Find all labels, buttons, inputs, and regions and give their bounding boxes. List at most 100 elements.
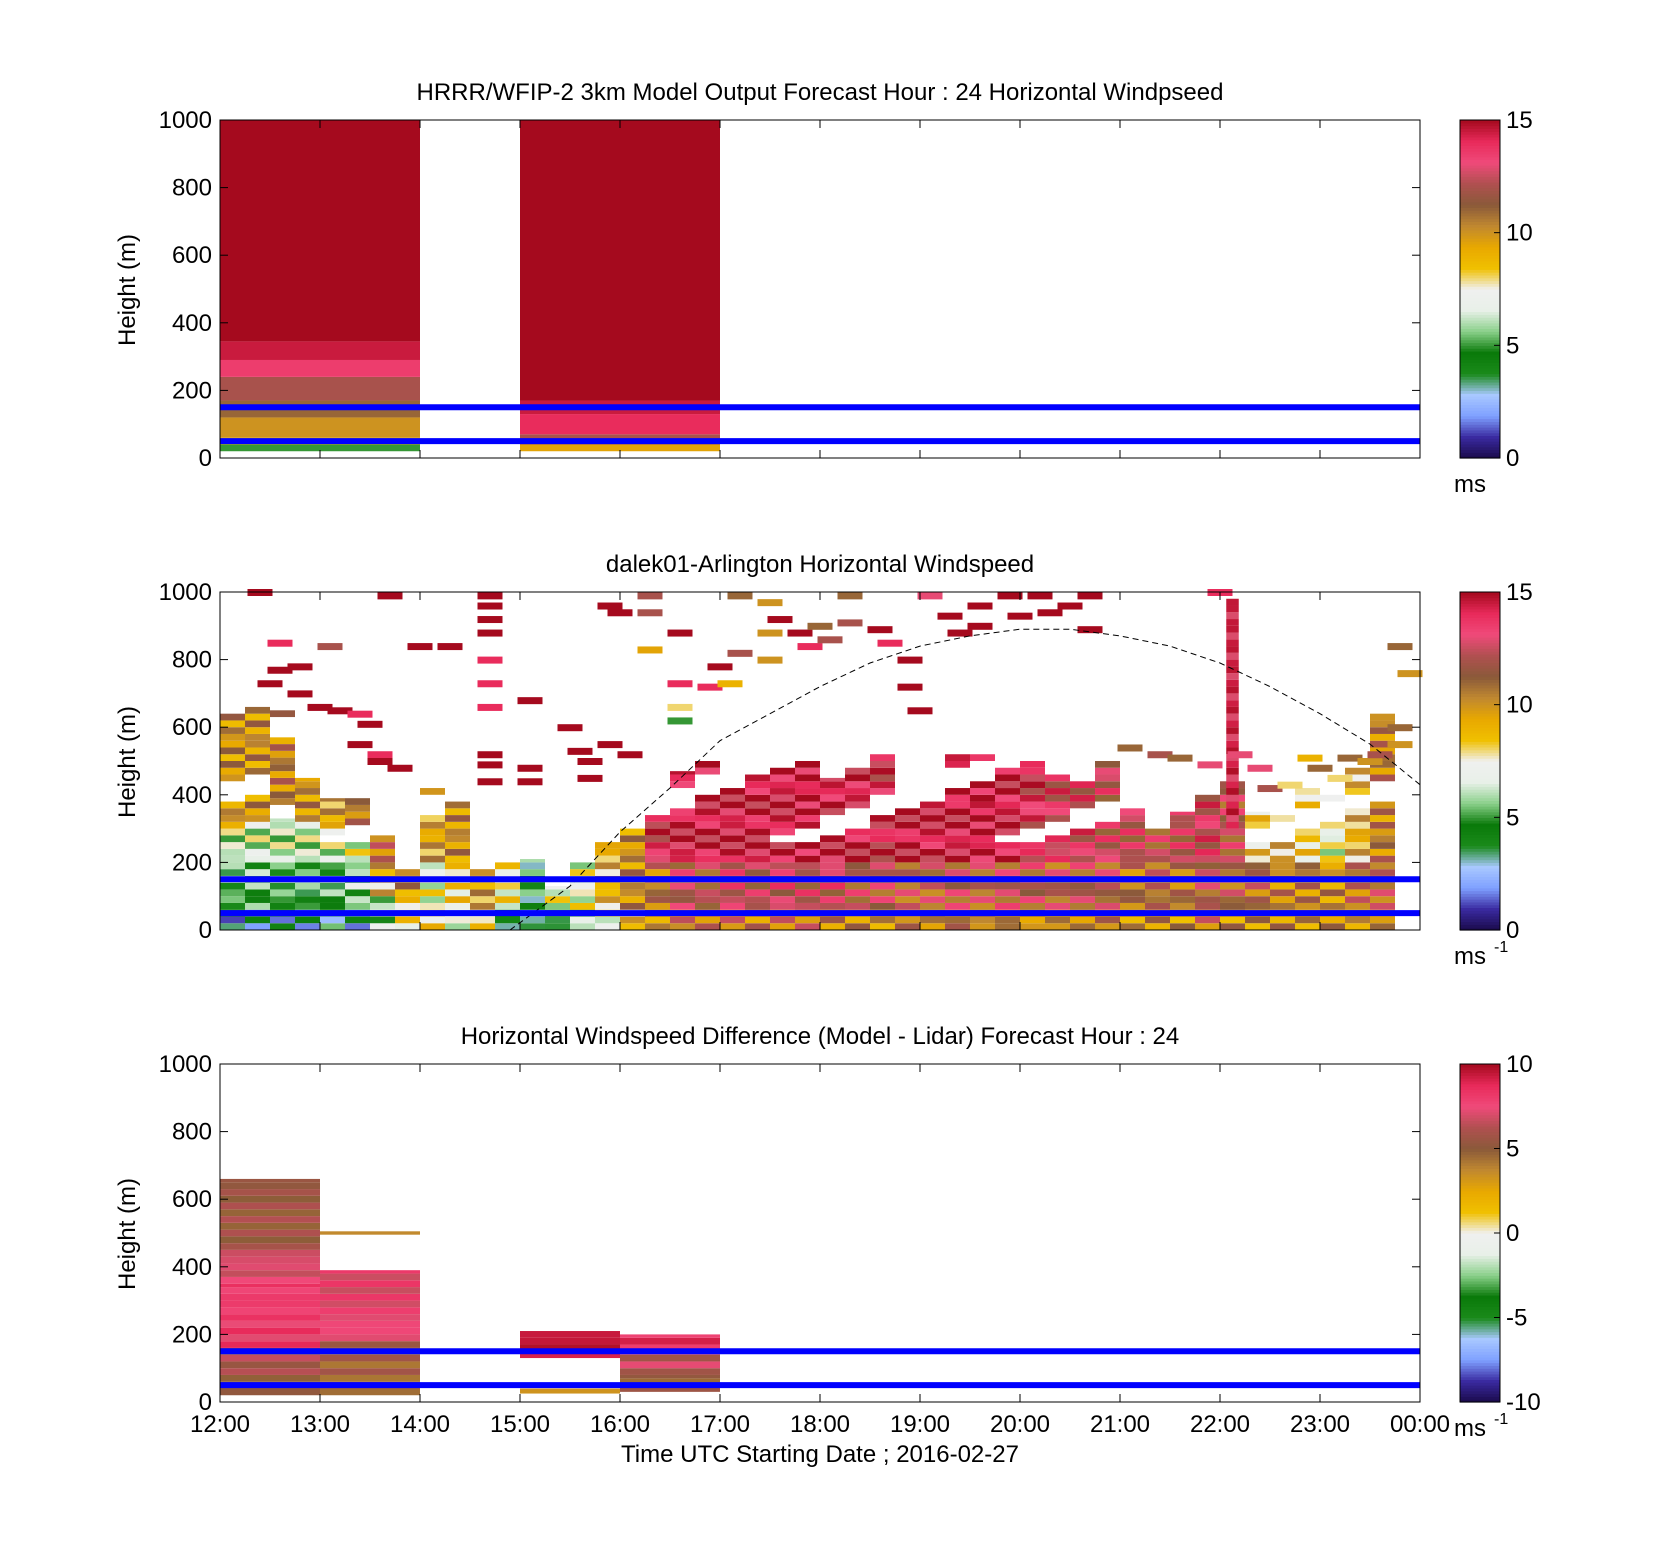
colorbar-segment — [1460, 415, 1500, 420]
colorbar-segment — [1460, 676, 1500, 680]
lidar-cell — [1345, 815, 1370, 822]
colorbar-segment — [1460, 274, 1500, 279]
lidar-cell — [1220, 862, 1245, 870]
colorbar-segment — [1460, 803, 1500, 807]
lidar-cell — [1070, 889, 1095, 897]
lidar-cell — [920, 923, 945, 930]
colorbar-segment — [1460, 336, 1500, 341]
lidar-cell — [870, 869, 895, 876]
colorbar-segment — [1460, 421, 1500, 425]
lidar-sparse-return — [1037, 609, 1063, 617]
model-plot-area: 0 200 400 600 800 1000 — [159, 107, 1421, 472]
lidar-cell — [1195, 889, 1220, 897]
lidar-sparse-return — [967, 622, 993, 630]
lidar-cell — [1070, 788, 1095, 795]
lidar-cell — [295, 882, 320, 890]
lidar-cell — [1070, 848, 1095, 856]
lidar-cell — [420, 815, 445, 822]
lidar-cell — [1070, 835, 1095, 843]
colorbar-segment — [1460, 848, 1500, 852]
difference-panel-title: Horizontal Windspeed Difference (Model -… — [461, 1023, 1180, 1050]
colorbar-segment — [1460, 1196, 1500, 1200]
lidar-cell — [595, 902, 620, 910]
colorbar-segment — [1460, 1103, 1500, 1107]
colorbar-segment — [1460, 600, 1500, 604]
lidar-cell — [845, 923, 870, 930]
lidar-cell — [1045, 781, 1070, 789]
lidar-cell — [1320, 828, 1345, 836]
colorbar-segment — [1460, 1235, 1500, 1240]
lidar-cell — [645, 821, 670, 829]
lidar-cell — [995, 808, 1020, 816]
lidar-cell — [920, 808, 945, 816]
lidar-cell — [1095, 821, 1120, 829]
lidar-cell — [1070, 855, 1095, 863]
lidar-cell — [245, 767, 270, 775]
lidar-cell — [320, 902, 345, 910]
lidar-cell — [1195, 794, 1220, 802]
colorbar-segment — [1460, 1142, 1500, 1147]
difference-cell — [220, 1368, 320, 1375]
lidar-cell — [1226, 733, 1239, 741]
lidar-cell — [720, 828, 745, 836]
lidar-cell — [1170, 835, 1195, 843]
lidar-sparse-return — [597, 602, 623, 610]
lidar-cell — [970, 916, 995, 924]
lidar-cell — [1270, 869, 1295, 876]
colorbar-segment — [1460, 637, 1500, 641]
lidar-cell — [295, 828, 320, 836]
x-tick-label: 14:00 — [390, 1411, 450, 1438]
lidar-sparse-return — [517, 764, 543, 772]
lidar-sparse-return — [477, 761, 503, 769]
lidar-cell — [395, 902, 420, 910]
lidar-cell — [795, 889, 820, 897]
lidar-cell — [1120, 848, 1145, 856]
lidar-cell — [745, 896, 770, 903]
model-cell — [520, 120, 720, 401]
colorbar-segment — [1460, 741, 1500, 745]
lidar-cell — [620, 848, 645, 856]
colorbar-segment — [1460, 325, 1500, 330]
lidar-sparse-return — [287, 663, 313, 671]
model-cell — [220, 341, 420, 360]
lidar-cell — [645, 862, 670, 870]
x-tick-label: 12:00 — [190, 1411, 250, 1438]
lidar-cell — [1120, 869, 1145, 876]
lidar-cell — [1095, 923, 1120, 930]
lidar-cell — [1170, 815, 1195, 822]
lidar-cell — [1345, 788, 1370, 795]
difference-cell — [220, 1327, 320, 1335]
colorbar-segment — [1460, 862, 1500, 866]
lidar-sparse-return — [347, 741, 373, 749]
colorbar-segment — [1460, 359, 1500, 363]
colorbar-segment — [1460, 345, 1500, 349]
colorbar-segment — [1460, 145, 1500, 149]
lidar-sparse-return — [1357, 758, 1383, 765]
colorbar-segment — [1460, 297, 1500, 301]
lidar-cell — [970, 808, 995, 816]
colorbar-segment — [1460, 879, 1500, 883]
colorbar-segment — [1460, 128, 1500, 132]
colorbar-segment — [1460, 1325, 1500, 1330]
lidar-cell — [1270, 815, 1295, 822]
colorbar-segment — [1460, 252, 1500, 256]
colorbar-segment — [1460, 1221, 1500, 1226]
lidar-cell — [220, 916, 245, 924]
lidar-cell — [995, 828, 1020, 836]
lidar-cell — [695, 855, 720, 863]
lidar-sparse-return — [1337, 754, 1363, 762]
colorbar-unit-label: ms — [1454, 1415, 1486, 1442]
lidar-cell — [1245, 923, 1270, 930]
lidar-cell — [270, 784, 295, 792]
y-tick-label: 400 — [172, 310, 212, 337]
model-cell — [220, 444, 420, 452]
lidar-cell — [820, 777, 845, 782]
difference-cell — [220, 1300, 320, 1308]
colorbar-segment — [1460, 896, 1500, 900]
lidar-cell — [1070, 916, 1095, 924]
lidar-cell — [745, 808, 770, 816]
colorbar-segment — [1460, 1278, 1500, 1282]
difference-plot-area: 0 200 400 600 800 1000 12:00 13:00 14:00 15:00 16:… — [159, 1051, 1450, 1438]
colorbar-segment — [1460, 142, 1500, 146]
